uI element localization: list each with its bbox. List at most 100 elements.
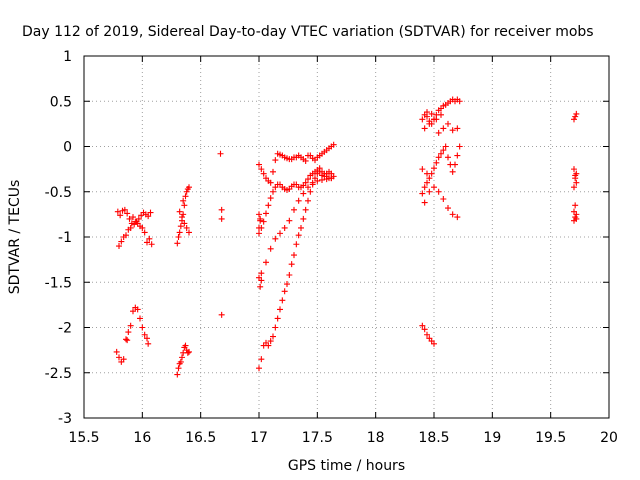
data-point — [449, 127, 456, 134]
data-point — [258, 356, 265, 363]
x-tick-label: 19.5 — [535, 430, 566, 446]
data-point — [121, 206, 128, 213]
data-point — [218, 311, 225, 318]
data-point — [281, 224, 288, 231]
data-point — [217, 150, 224, 157]
data-point — [257, 283, 264, 290]
x-tick-label: 18 — [367, 430, 385, 446]
data-point — [274, 315, 281, 322]
data-point — [300, 190, 307, 197]
data-point — [284, 281, 290, 288]
data-point — [454, 125, 461, 132]
data-point — [175, 365, 182, 372]
data-point — [293, 241, 300, 248]
data-point — [118, 238, 125, 245]
data-point — [123, 336, 129, 343]
y-tick-label: -2.5 — [45, 366, 72, 382]
data-point — [419, 116, 426, 123]
plot-frame — [83, 55, 610, 419]
data-point — [272, 324, 279, 331]
data-point — [256, 161, 262, 168]
data-point — [572, 113, 579, 120]
data-point — [330, 141, 337, 148]
data-point — [305, 197, 311, 204]
data-marks — [113, 96, 580, 378]
y-tick-label: 1 — [63, 49, 72, 65]
data-point — [265, 202, 272, 209]
x-tick-label: 17.5 — [302, 430, 333, 446]
data-point — [263, 259, 269, 266]
data-point — [218, 215, 225, 222]
data-point — [141, 229, 148, 236]
x-tick-label: 17 — [250, 430, 268, 446]
data-point — [183, 188, 190, 195]
x-tick-label: 16 — [133, 430, 151, 446]
data-point — [438, 111, 444, 118]
data-point — [179, 214, 185, 221]
data-point — [120, 356, 127, 363]
data-point — [175, 234, 182, 240]
data-point — [424, 179, 430, 186]
x-tick-label: 18.5 — [418, 430, 449, 446]
data-point — [452, 161, 458, 168]
data-point — [137, 315, 143, 322]
data-point — [445, 120, 451, 127]
data-point — [435, 129, 442, 136]
data-point — [130, 308, 136, 315]
data-point — [573, 170, 580, 177]
data-point — [256, 224, 262, 231]
data-point — [144, 239, 150, 246]
y-tick-label: -1.5 — [45, 275, 72, 291]
data-point — [424, 109, 430, 116]
data-point — [440, 147, 447, 154]
data-point — [267, 338, 274, 345]
data-point — [181, 220, 188, 227]
data-point — [440, 125, 447, 132]
data-point — [183, 224, 190, 231]
data-point — [180, 197, 187, 204]
data-point — [125, 226, 132, 233]
grid-lines — [84, 56, 609, 418]
data-point — [421, 125, 428, 132]
data-point — [571, 184, 577, 191]
data-point — [179, 354, 185, 361]
data-point — [258, 270, 265, 277]
data-point — [257, 215, 264, 222]
data-point — [456, 143, 463, 150]
axis-ticks: 15.5 16 16.5 17 17.5 18 18.5 19 19.5 20 1 0.5 0 -0.5 -… — [45, 49, 618, 446]
data-point — [421, 184, 428, 191]
data-point — [134, 306, 141, 313]
data-point — [445, 154, 451, 161]
data-point — [419, 190, 426, 197]
x-tick-label: 16.5 — [185, 430, 216, 446]
data-point — [449, 211, 456, 218]
data-point — [277, 230, 283, 237]
data-point — [141, 331, 148, 338]
data-point — [270, 168, 276, 175]
data-point — [176, 229, 183, 236]
data-point — [291, 206, 297, 213]
data-point — [307, 188, 314, 195]
data-point — [174, 371, 181, 378]
data-point — [302, 179, 309, 186]
data-point — [176, 208, 183, 215]
data-point — [328, 170, 335, 177]
data-point — [456, 98, 463, 105]
data-point — [424, 170, 430, 177]
data-point — [180, 211, 187, 218]
data-point — [113, 348, 120, 355]
data-point — [130, 214, 136, 221]
data-point — [426, 188, 433, 195]
data-point — [120, 234, 127, 240]
data-point — [265, 342, 272, 349]
data-point — [277, 306, 283, 313]
data-point — [295, 232, 302, 239]
data-point — [305, 184, 311, 191]
data-point — [571, 116, 577, 123]
data-point — [421, 199, 428, 206]
data-point — [440, 195, 447, 202]
data-point — [186, 184, 192, 191]
data-point — [424, 331, 430, 338]
data-point — [571, 166, 577, 173]
